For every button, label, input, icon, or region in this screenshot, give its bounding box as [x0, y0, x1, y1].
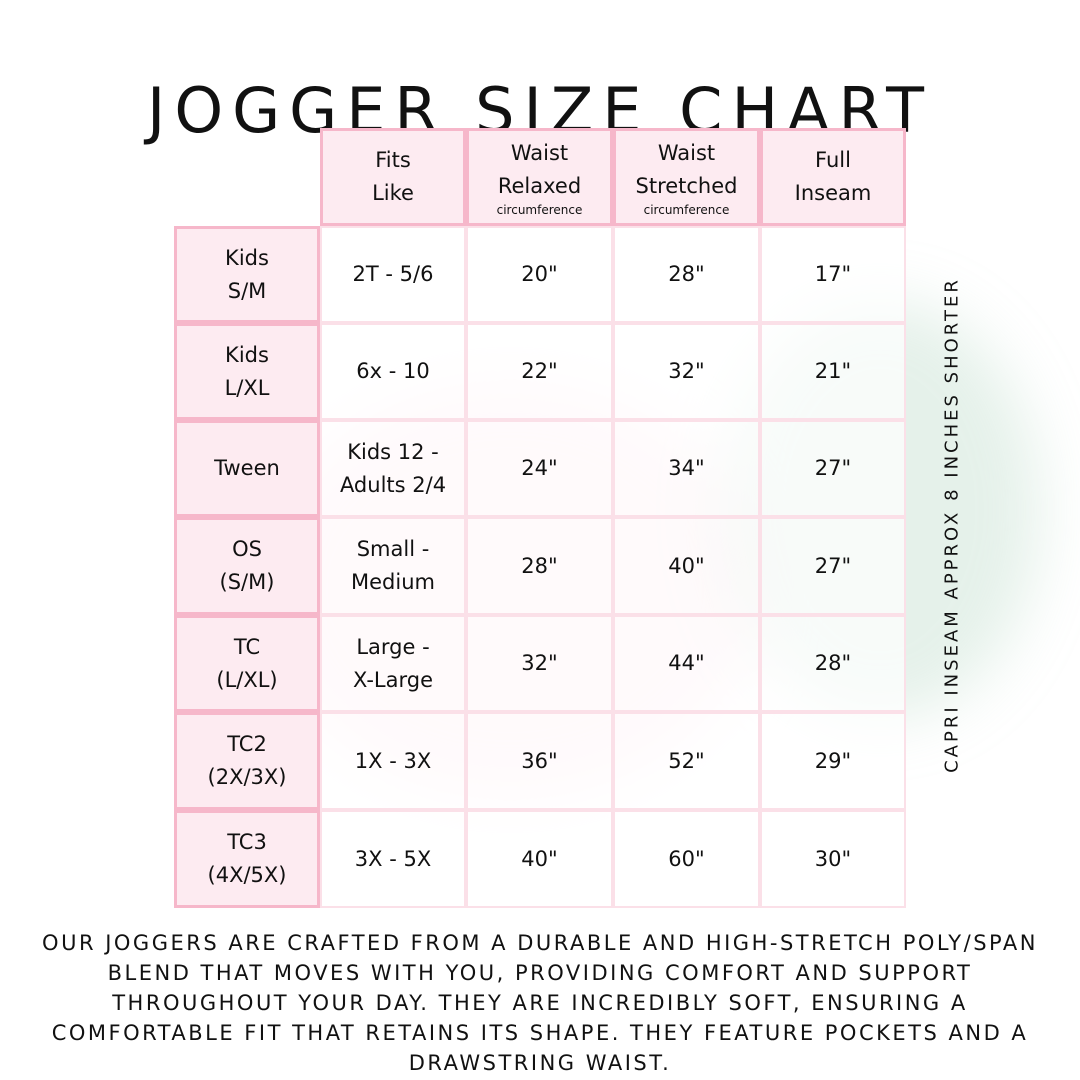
cell-text: 3X - 5X: [354, 846, 432, 871]
row-size-label: TC3 (4X/5X): [174, 810, 320, 908]
cell-text: 32": [521, 651, 558, 675]
inseam-cell: 30": [760, 810, 906, 908]
cell-text: Waist: [510, 141, 569, 165]
cell-text: Large -: [356, 634, 430, 659]
cell-text: Adults 2/4: [339, 472, 447, 497]
waist-stretched-cell: 44": [613, 615, 760, 712]
cell-text: 21": [814, 359, 852, 383]
waist-stretched-cell: 60": [613, 810, 760, 908]
fits-like-cell: 3X - 5X: [320, 810, 466, 908]
cell-text: Like: [372, 181, 414, 205]
inseam-cell: 21": [760, 323, 906, 420]
waist-relaxed-cell: 40": [466, 810, 613, 908]
cell-text: Waist: [657, 141, 716, 165]
waist-stretched-cell: 32": [613, 323, 760, 420]
fits-like-cell: Large - X-Large: [320, 615, 466, 712]
row-size-label: Kids L/XL: [174, 323, 320, 420]
cell-text: (L/XL): [216, 667, 278, 692]
inseam-cell: 29": [760, 712, 906, 810]
cell-text: 34": [668, 456, 705, 480]
column-header: Waist Stretched circumference: [613, 128, 760, 226]
cell-text: circumference: [643, 203, 730, 217]
cell-text: 30": [814, 846, 852, 871]
cell-text: TC2: [227, 732, 267, 756]
waist-stretched-cell: 40": [613, 517, 760, 615]
cell-text: Medium: [351, 570, 435, 594]
inseam-cell: 28": [760, 615, 906, 712]
cell-text: 44": [668, 651, 705, 675]
cell-text: X-Large: [352, 667, 433, 692]
row-size-label: TC2 (2X/3X): [174, 712, 320, 810]
fits-like-cell: 1X - 3X: [320, 712, 466, 810]
inseam-cell: 27": [760, 420, 906, 517]
description: Our joggers are crafted from a durable a…: [42, 931, 1038, 1075]
cell-text: 28": [668, 262, 705, 286]
cell-text: 29": [814, 748, 852, 773]
waist-relaxed-cell: 20": [466, 226, 613, 323]
cell-text: 24": [521, 456, 558, 480]
cell-text: circumference: [496, 203, 583, 217]
cell-text: TC3: [227, 830, 267, 854]
waist-stretched-cell: 28": [613, 226, 760, 323]
row-size-label: TC (L/XL): [174, 615, 320, 712]
cell-text: Kids 12 -: [347, 439, 439, 464]
cell-text: 22": [521, 359, 558, 383]
waist-relaxed-cell: 36": [466, 712, 613, 810]
capri-note: CAPRI INSEAM APPROX 8 INCHES SHORTER: [941, 277, 963, 773]
cell-text: (S/M): [219, 570, 275, 594]
cell-text: L/XL: [224, 375, 270, 400]
cell-text: Kids: [225, 245, 269, 270]
cell-text: 27": [814, 456, 852, 480]
waist-relaxed-cell: 32": [466, 615, 613, 712]
cell-text: 36": [521, 748, 558, 773]
waist-relaxed-cell: 24": [466, 420, 613, 517]
cell-text: TC: [233, 634, 261, 659]
fits-like-cell: Small - Medium: [320, 517, 466, 615]
inseam-cell: 17": [760, 226, 906, 323]
cell-text: Fits: [375, 148, 411, 172]
cell-text: Relaxed: [497, 174, 582, 198]
cell-text: 52": [668, 748, 705, 773]
row-size-label: OS (S/M): [174, 517, 320, 615]
cell-text: Kids: [225, 342, 269, 367]
column-header: Full Inseam: [760, 128, 906, 226]
column-header: Waist Relaxed circumference: [466, 128, 613, 226]
cell-text: 6x - 10: [356, 359, 430, 383]
cell-text: 60": [668, 846, 705, 871]
cell-text: 40": [521, 846, 558, 871]
cell-text: 20": [521, 262, 558, 286]
cell-text: 28": [814, 651, 852, 675]
cell-text: 32": [668, 359, 705, 383]
cell-text: (4X/5X): [207, 863, 287, 887]
cell-text: 40": [668, 553, 705, 578]
column-header: Fits Like: [320, 128, 466, 226]
waist-stretched-cell: 52": [613, 712, 760, 810]
cell-text: 17": [814, 262, 852, 286]
cell-text: Stretched: [635, 174, 738, 198]
row-size-label: Tween: [174, 420, 320, 517]
cell-text: Tween: [214, 456, 280, 480]
cell-text: Full: [815, 148, 851, 172]
cell-text: (2X/3X): [207, 765, 287, 789]
fits-like-cell: Kids 12 - Adults 2/4: [320, 420, 466, 517]
cell-text: OS: [232, 537, 262, 561]
cell-text: 2T - 5/6: [352, 262, 434, 286]
inseam-cell: 27": [760, 517, 906, 615]
cell-text: 1X - 3X: [354, 748, 432, 773]
fits-like-cell: 2T - 5/6: [320, 226, 466, 323]
waist-stretched-cell: 34": [613, 420, 760, 517]
waist-relaxed-cell: 28": [466, 517, 613, 615]
cell-text: S/M: [227, 278, 267, 303]
cell-text: Small -: [356, 537, 430, 561]
cell-text: Inseam: [794, 181, 872, 205]
fits-like-cell: 6x - 10: [320, 323, 466, 420]
row-size-label: Kids S/M: [174, 226, 320, 323]
cell-text: 27": [814, 553, 852, 578]
waist-relaxed-cell: 22": [466, 323, 613, 420]
cell-text: 28": [521, 553, 558, 578]
